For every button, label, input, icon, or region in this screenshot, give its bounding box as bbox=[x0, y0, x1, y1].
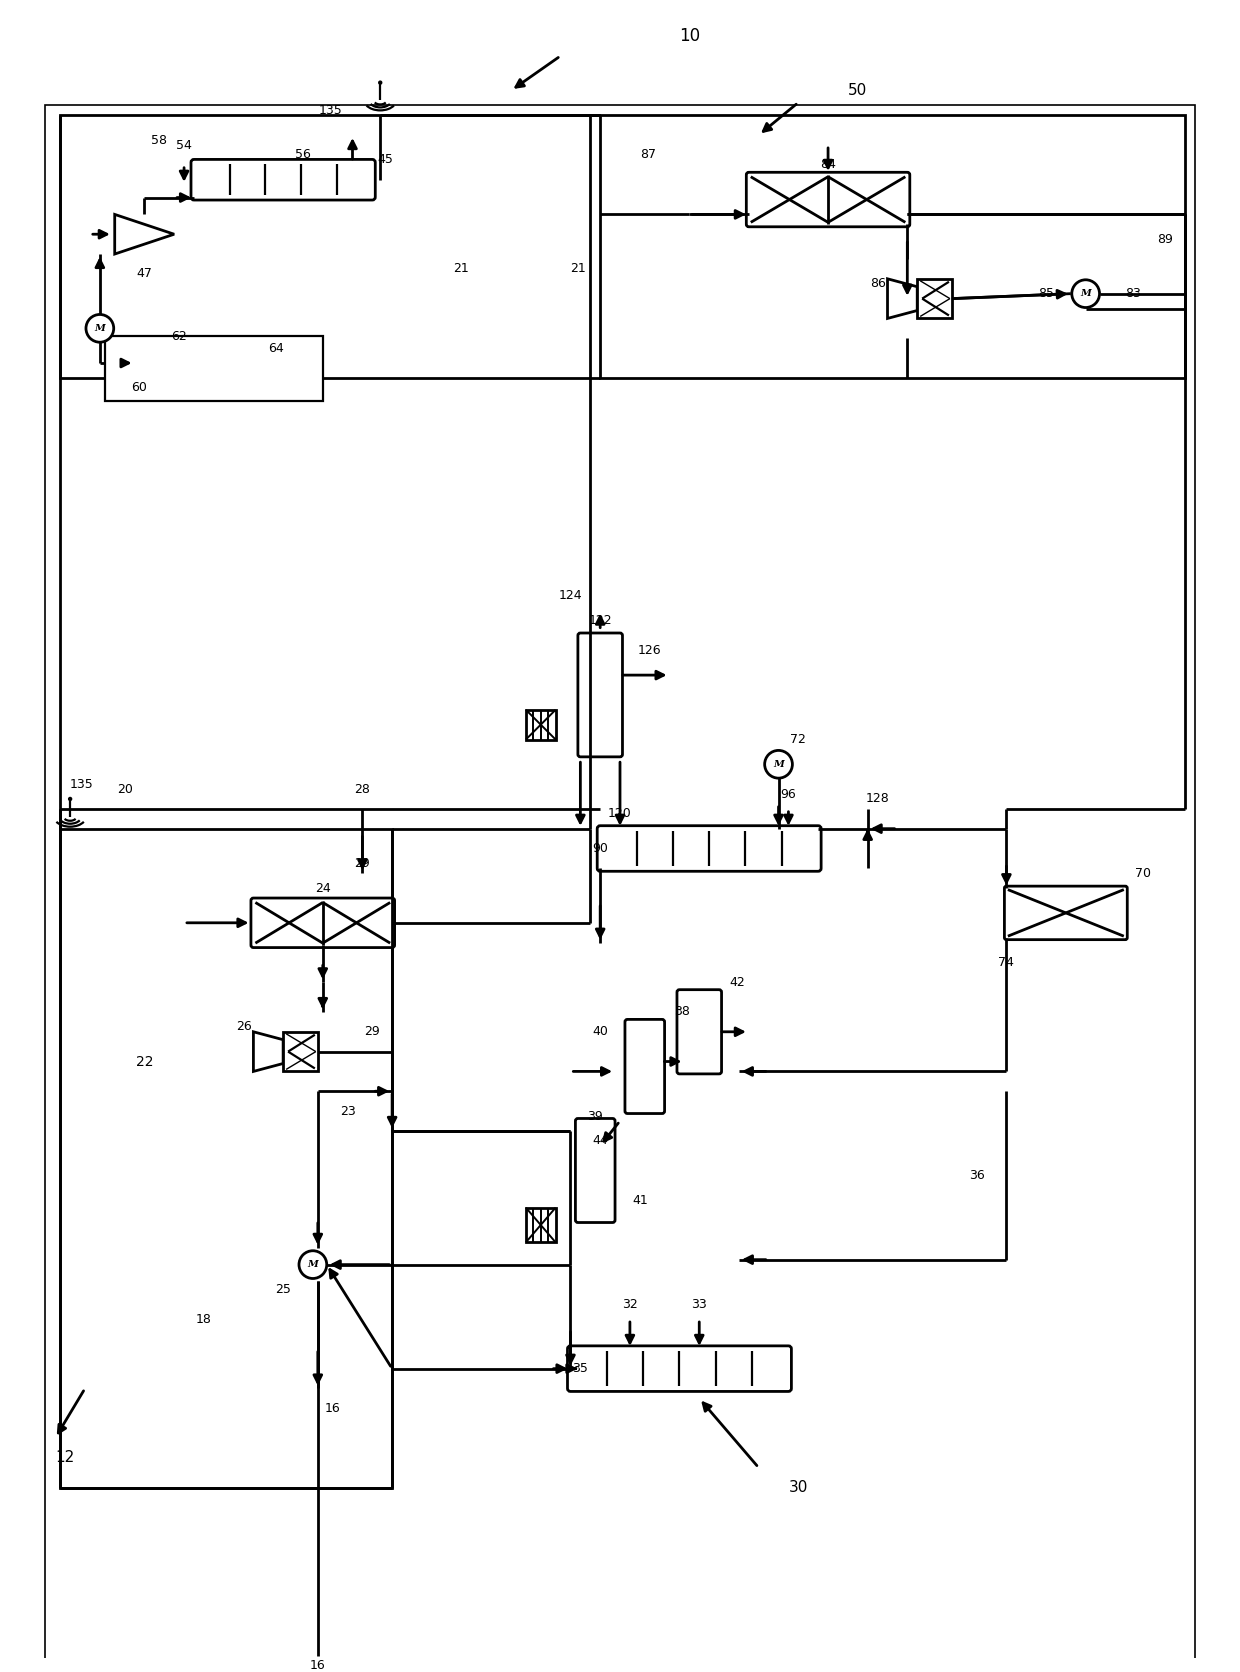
Text: 41: 41 bbox=[632, 1194, 647, 1207]
Bar bbox=[600, 115, 1184, 378]
Text: 21: 21 bbox=[454, 263, 470, 276]
Text: 44: 44 bbox=[593, 1134, 608, 1147]
FancyBboxPatch shape bbox=[625, 1020, 665, 1114]
Text: 74: 74 bbox=[998, 956, 1014, 970]
FancyBboxPatch shape bbox=[568, 1346, 791, 1391]
FancyBboxPatch shape bbox=[677, 990, 722, 1073]
Text: 96: 96 bbox=[780, 788, 796, 801]
Text: 86: 86 bbox=[869, 278, 885, 291]
FancyBboxPatch shape bbox=[250, 898, 394, 948]
Text: M: M bbox=[774, 759, 784, 769]
Text: 20: 20 bbox=[117, 782, 133, 796]
Text: 40: 40 bbox=[593, 1025, 608, 1038]
Text: 12: 12 bbox=[56, 1450, 74, 1465]
Text: 72: 72 bbox=[790, 732, 806, 746]
Circle shape bbox=[1071, 279, 1100, 308]
Circle shape bbox=[68, 798, 72, 801]
Text: 87: 87 bbox=[640, 149, 656, 162]
Text: 42: 42 bbox=[729, 976, 745, 988]
Text: 21: 21 bbox=[570, 263, 587, 276]
Bar bbox=[61, 115, 590, 378]
Text: 60: 60 bbox=[131, 381, 148, 395]
Text: 39: 39 bbox=[588, 1110, 603, 1122]
Text: M: M bbox=[94, 324, 105, 333]
Text: 24: 24 bbox=[315, 881, 331, 895]
Text: 32: 32 bbox=[622, 1297, 637, 1311]
Text: 120: 120 bbox=[608, 808, 632, 821]
Circle shape bbox=[299, 1251, 326, 1279]
Text: 26: 26 bbox=[236, 1020, 252, 1033]
Text: M: M bbox=[308, 1261, 319, 1269]
FancyBboxPatch shape bbox=[1004, 886, 1127, 940]
Text: 90: 90 bbox=[593, 843, 608, 854]
Text: 83: 83 bbox=[1125, 288, 1141, 301]
Text: 16: 16 bbox=[310, 1659, 326, 1672]
Circle shape bbox=[378, 82, 382, 84]
Circle shape bbox=[86, 314, 114, 343]
Text: 22: 22 bbox=[135, 1055, 154, 1068]
Bar bbox=[283, 1032, 317, 1072]
Text: 16: 16 bbox=[325, 1401, 341, 1415]
Text: 33: 33 bbox=[692, 1297, 707, 1311]
Text: 25: 25 bbox=[275, 1282, 291, 1296]
Bar bbox=[61, 829, 392, 1488]
Text: 36: 36 bbox=[968, 1169, 985, 1182]
Text: 58: 58 bbox=[151, 134, 167, 147]
Text: 50: 50 bbox=[848, 84, 868, 99]
Bar bbox=[918, 279, 952, 318]
FancyBboxPatch shape bbox=[746, 172, 910, 227]
Polygon shape bbox=[115, 214, 174, 254]
Text: 23: 23 bbox=[340, 1105, 356, 1117]
Text: 54: 54 bbox=[176, 139, 192, 152]
Text: 35: 35 bbox=[573, 1363, 588, 1374]
FancyBboxPatch shape bbox=[131, 343, 226, 383]
Text: 122: 122 bbox=[588, 614, 613, 627]
Text: 89: 89 bbox=[1157, 232, 1173, 246]
Text: 47: 47 bbox=[136, 268, 153, 281]
Text: 29: 29 bbox=[355, 856, 371, 869]
Text: M: M bbox=[1080, 289, 1091, 298]
Text: 64: 64 bbox=[268, 341, 284, 354]
FancyBboxPatch shape bbox=[575, 1119, 615, 1222]
Text: 135: 135 bbox=[71, 777, 94, 791]
Text: 56: 56 bbox=[295, 149, 311, 162]
Text: 70: 70 bbox=[1135, 866, 1151, 879]
Text: 29: 29 bbox=[365, 1025, 381, 1038]
Text: 30: 30 bbox=[789, 1480, 808, 1495]
Text: 62: 62 bbox=[171, 329, 187, 343]
Text: 28: 28 bbox=[355, 782, 371, 796]
Text: 135: 135 bbox=[319, 104, 342, 117]
Circle shape bbox=[765, 751, 792, 777]
Text: 128: 128 bbox=[866, 793, 889, 806]
Text: 84: 84 bbox=[820, 159, 836, 171]
Bar bbox=[526, 1207, 556, 1242]
Text: 85: 85 bbox=[1038, 288, 1054, 301]
Text: 45: 45 bbox=[377, 154, 393, 167]
Text: 10: 10 bbox=[678, 27, 699, 45]
Text: 18: 18 bbox=[196, 1313, 212, 1326]
Polygon shape bbox=[888, 279, 918, 318]
Bar bbox=[105, 336, 322, 401]
FancyBboxPatch shape bbox=[191, 159, 376, 201]
Bar bbox=[526, 711, 556, 739]
FancyBboxPatch shape bbox=[598, 826, 821, 871]
Text: 126: 126 bbox=[637, 644, 661, 657]
FancyBboxPatch shape bbox=[578, 634, 622, 757]
Polygon shape bbox=[253, 1032, 283, 1072]
Text: 38: 38 bbox=[675, 1005, 691, 1018]
Text: 124: 124 bbox=[559, 589, 583, 602]
